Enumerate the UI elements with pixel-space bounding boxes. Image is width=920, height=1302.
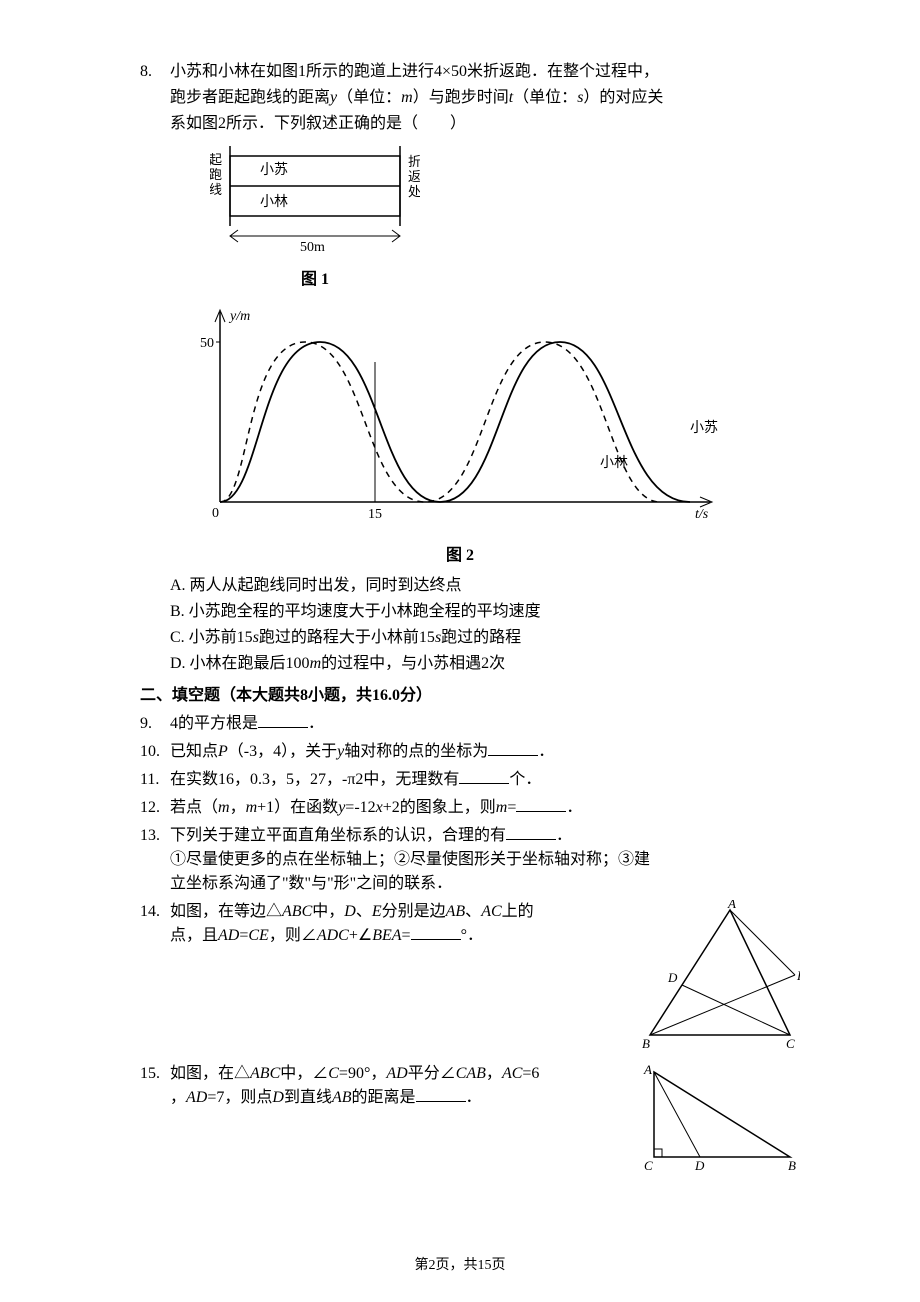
q8-option-c: C. 小苏前15s跑过的路程大于小林前15s跑过的路程 [170, 626, 800, 650]
svg-text:50: 50 [200, 336, 214, 351]
q8-figure1: 起 跑 线 折 返 处 小苏 小林 50m 图 1 [210, 146, 800, 292]
svg-text:B: B [642, 1036, 650, 1050]
svg-text:0: 0 [212, 506, 219, 521]
q9-number: 9. [140, 712, 170, 736]
svg-text:A: A [643, 1062, 652, 1077]
q11-text: 在实数16，0.3，5，27，-π2中，无理数有个． [170, 768, 800, 792]
q12-blank [516, 796, 566, 812]
q10-text: 已知点P（-3，4），关于y轴对称的点的坐标为． [170, 740, 800, 764]
q8-option-d: D. 小林在跑最后100m的过程中，与小苏相遇2次 [170, 652, 800, 676]
triangle-abc-icon: A B C D E [640, 900, 800, 1050]
page-footer: 第2页，共15页 [0, 1255, 920, 1276]
svg-text:15: 15 [368, 507, 382, 522]
q9-text: 4的平方根是． [170, 712, 800, 736]
q11-blank [459, 768, 509, 784]
q15-number: 15. [140, 1062, 170, 1086]
svg-text:50m: 50m [300, 240, 325, 255]
svg-text:跑: 跑 [210, 167, 222, 182]
q15-figure: A C D B [640, 1062, 800, 1180]
q9-blank [258, 712, 308, 728]
q14-blank [411, 924, 461, 940]
svg-text:小苏: 小苏 [690, 420, 718, 436]
svg-text:小苏: 小苏 [260, 162, 288, 178]
q11-number: 11. [140, 768, 170, 792]
svg-text:B: B [788, 1158, 796, 1172]
svg-text:A: A [727, 900, 736, 911]
fig1-caption: 图 1 [210, 268, 420, 292]
svg-text:返: 返 [408, 169, 420, 184]
svg-text:t/s: t/s [695, 507, 709, 522]
distance-time-graph-icon: y/m 50 0 15 t/s 小苏 小林 [190, 302, 730, 532]
svg-text:折: 折 [408, 154, 420, 169]
svg-text:线: 线 [210, 182, 222, 197]
q8-figure2: y/m 50 0 15 t/s 小苏 小林 图 2 [190, 302, 800, 568]
q14-number: 14. [140, 900, 170, 924]
svg-text:处: 处 [408, 184, 420, 199]
svg-text:起: 起 [210, 152, 222, 167]
q8-line1: 小苏和小林在如图1所示的跑道上进行4×50米折返跑．在整个过程中， [170, 60, 800, 84]
q12-number: 12. [140, 796, 170, 820]
svg-text:C: C [644, 1158, 653, 1172]
svg-text:E: E [796, 968, 800, 983]
q8-number: 8. [140, 60, 170, 84]
q13-number: 13. [140, 824, 170, 848]
svg-text:小林: 小林 [260, 194, 288, 210]
q10-number: 10. [140, 740, 170, 764]
track-diagram-icon: 起 跑 线 折 返 处 小苏 小林 50m [210, 146, 420, 256]
q8-line3: 系如图2所示．下列叙述正确的是（ ） [170, 112, 800, 136]
q15-blank [416, 1086, 466, 1102]
fig2-caption: 图 2 [190, 544, 730, 568]
svg-text:D: D [667, 970, 678, 985]
right-triangle-icon: A C D B [640, 1062, 800, 1172]
svg-text:y/m: y/m [228, 309, 250, 324]
q8-line2: 跑步者距起跑线的距离y（单位：m）与跑步时间t（单位：s）的对应关 [170, 86, 800, 110]
q14-text: 如图，在等边△ABC中，D、E分别是边AB、AC上的 点，且AD=CE，则∠AD… [170, 900, 630, 948]
q8-option-a: A. 两人从起跑线同时出发，同时到达终点 [170, 574, 800, 598]
q14-figure: A B C D E [640, 900, 800, 1058]
q13-blank [506, 824, 556, 840]
svg-text:C: C [786, 1036, 795, 1050]
q12-text: 若点（m，m+1）在函数y=-12x+2的图象上，则m=． [170, 796, 800, 820]
section-2-header: 二、填空题（本大题共8小题，共16.0分） [140, 684, 800, 708]
q15-text: 如图，在△ABC中，∠C=90°，AD平分∠CAB，AC=6 ，AD=7，则点D… [170, 1062, 630, 1110]
q13-text: 下列关于建立平面直角坐标系的认识，合理的有． ①尽量使更多的点在坐标轴上；②尽量… [170, 824, 800, 896]
svg-text:小林: 小林 [600, 455, 628, 471]
svg-text:D: D [694, 1158, 705, 1172]
q8-options: A. 两人从起跑线同时出发，同时到达终点 B. 小苏跑全程的平均速度大于小林跑全… [170, 574, 800, 676]
q8-option-b: B. 小苏跑全程的平均速度大于小林跑全程的平均速度 [170, 600, 800, 624]
q10-blank [488, 740, 538, 756]
